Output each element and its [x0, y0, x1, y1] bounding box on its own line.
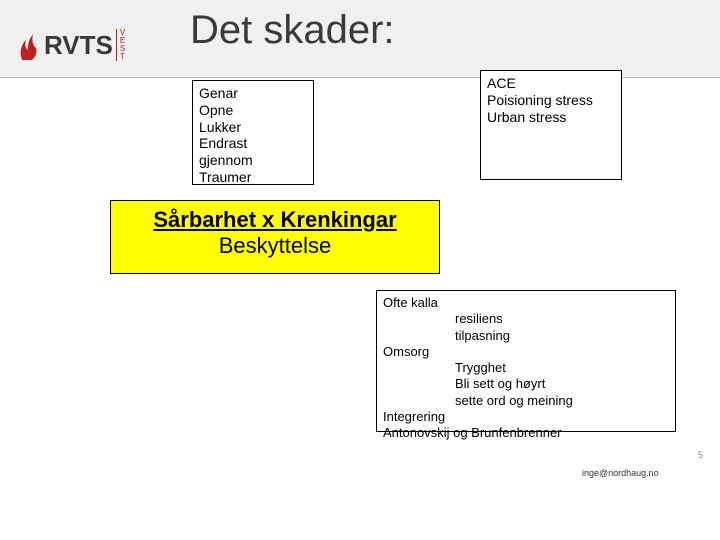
genar-l2: Opne: [199, 102, 307, 119]
genar-l3: Lukker: [199, 119, 307, 136]
ofte-l4: Omsorg: [383, 344, 669, 360]
flame-icon: [16, 28, 42, 62]
ofte-l6: Bli sett og høyrt: [455, 376, 669, 392]
ofte-l3: tilpasning: [455, 328, 669, 344]
page-title: Det skader:: [190, 8, 395, 53]
ofte-l2: resiliens: [455, 311, 669, 327]
ofte-l1: Ofte kalla: [383, 295, 669, 311]
logo-sub-t: T: [120, 53, 125, 61]
formula-line1: Sårbarhet x Krenkingar: [115, 207, 435, 233]
logo-text: RVTS: [44, 30, 113, 61]
page-number: 5: [698, 450, 703, 460]
box-genar: Genar Opne Lukker Endrast gjennom Traume…: [192, 80, 314, 185]
footer-email: inge@nordhaug.no: [582, 468, 659, 478]
genar-l5: gjennom: [199, 152, 307, 169]
ace-l1: ACE: [487, 75, 615, 92]
ofte-l5: Trygghet: [455, 360, 669, 376]
genar-l4: Endrast: [199, 135, 307, 152]
ofte-l9: Antonovskij og Brunfenbrenner: [383, 425, 669, 441]
logo: RVTS V E S T: [16, 28, 125, 62]
box-ace: ACE Poisioning stress Urban stress: [480, 70, 622, 180]
ace-l3: Urban stress: [487, 109, 615, 126]
ace-l2: Poisioning stress: [487, 92, 615, 109]
formula-line2: Beskyttelse: [115, 233, 435, 259]
genar-l1: Genar: [199, 85, 307, 102]
logo-subscript: V E S T: [116, 29, 125, 61]
ofte-l8: Integrering: [383, 409, 669, 425]
genar-l6: Traumer: [199, 169, 307, 186]
ofte-l7: sette ord og meining: [455, 393, 669, 409]
box-ofte: Ofte kalla resiliens tilpasning Omsorg T…: [376, 290, 676, 432]
box-formula: Sårbarhet x Krenkingar Beskyttelse: [110, 200, 440, 274]
